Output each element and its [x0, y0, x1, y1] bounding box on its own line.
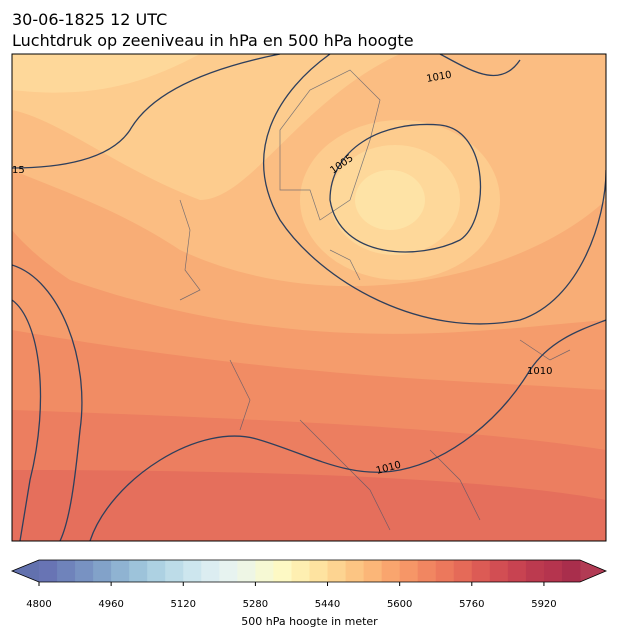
colorbar-cell [255, 560, 274, 582]
colorbar-tick-label: 5600 [387, 599, 412, 610]
contour-label: 1010 [426, 70, 453, 85]
colorbar-tick-label: 5120 [171, 599, 196, 610]
colorbar-cell [435, 560, 455, 582]
colorbar-cell [39, 560, 58, 582]
colorbar-cell [525, 560, 545, 582]
colorbar-cell [165, 560, 184, 582]
colorbar-cell [57, 560, 76, 582]
colorbar-label: 500 hPa hoogte in meter [241, 615, 378, 628]
colorbar-cell [399, 560, 419, 582]
colorbar-tick-label: 4960 [98, 599, 123, 610]
colorbar-cell [237, 560, 256, 582]
colorbar-cell [273, 560, 292, 582]
colorbar-cell [75, 560, 94, 582]
colorbar-cell [561, 560, 581, 582]
colorbar-tick-label: 5440 [315, 599, 340, 610]
colorbar-cell [453, 560, 473, 582]
colorbar-cell [111, 560, 130, 582]
date: 30-06-1825 12 UTC [12, 10, 167, 29]
colorbar-cell [291, 560, 310, 582]
colorbar-cell [489, 560, 509, 582]
colorbar-tick-label: 4800 [26, 599, 51, 610]
colorbar-cell [129, 560, 148, 582]
colorbar-cell [363, 560, 383, 582]
colorbar-extend [12, 560, 39, 582]
colorbar-cell [219, 560, 238, 582]
colorbar-tick-label: 5920 [531, 599, 556, 610]
colorbar-cell [309, 560, 329, 582]
colorbar-cell [201, 560, 220, 582]
colorbar-outline [10, 559, 608, 583]
map: 1010 1005 15 1010 1010 [11, 53, 607, 542]
colorbar-cell [93, 560, 112, 582]
colorbar-cell [417, 560, 437, 582]
colorbar-cell [381, 560, 401, 582]
colorbar-extend [580, 560, 606, 582]
contour-label: 1010 [527, 366, 552, 377]
colorbar-cell [543, 560, 563, 582]
colorbar-cell [183, 560, 202, 582]
colorbar-tick-label: 5280 [243, 599, 268, 610]
colorbar-cell [345, 560, 365, 582]
colorbar-cell [471, 560, 491, 582]
colorbar-tick-label: 5760 [459, 599, 484, 610]
colorbar-cell [147, 560, 166, 582]
colorbar-cell [327, 560, 347, 582]
title: Luchtdruk op zeeniveau in hPa en 500 hPa… [12, 31, 414, 50]
contour-label: 15 [12, 165, 25, 176]
colorbar-cell [507, 560, 527, 582]
colorbar: 4800 4960 5120 5280 5440 5600 5760 5920 500 hPa … [10, 559, 608, 628]
